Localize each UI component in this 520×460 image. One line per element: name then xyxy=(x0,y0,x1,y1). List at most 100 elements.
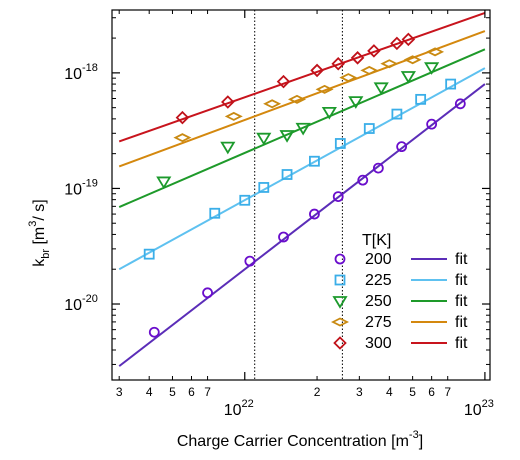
point-200-7 xyxy=(372,162,384,174)
x-major-tick-label-0: 1022 xyxy=(224,398,254,419)
y-axis-title-sup: 3 xyxy=(27,221,39,227)
legend-marker-300 xyxy=(333,336,347,350)
legend-label-250: 250 xyxy=(365,293,392,310)
x-minor-tick-label-2: 5 xyxy=(169,385,176,399)
x-minor-tick-label-10: 7 xyxy=(444,385,451,399)
legend-label-275: 275 xyxy=(365,314,392,331)
point-300-3 xyxy=(310,63,324,78)
point-275-3 xyxy=(287,94,307,104)
point-250-0 xyxy=(156,176,172,190)
point-250-4 xyxy=(295,122,311,136)
x-minor-tick-label-5: 2 xyxy=(314,385,321,399)
x-minor-tick-label-6: 3 xyxy=(356,385,363,399)
y-axis-title-sub: br xyxy=(40,249,52,259)
point-250-2 xyxy=(256,132,272,146)
x-major-tick-exp-1: 23 xyxy=(482,398,494,410)
y-axis-title-mid: [m xyxy=(31,227,48,249)
point-300-5 xyxy=(350,51,365,65)
point-275-8 xyxy=(403,55,422,65)
point-225-4 xyxy=(281,169,293,180)
y-major-tick-exp-2: -18 xyxy=(82,62,98,74)
point-300-1 xyxy=(221,95,235,109)
x-axis-title: Charge Carrier Concentration [m-3] xyxy=(177,429,423,450)
point-200-8 xyxy=(396,141,408,153)
point-200-6 xyxy=(357,174,369,186)
y-major-tick-label-0: 10 xyxy=(64,297,82,314)
fit-line-200 xyxy=(118,83,486,367)
y-major-tick-label-1: 10 xyxy=(64,181,82,198)
point-300-2 xyxy=(276,74,291,89)
legend-title: T[K] xyxy=(362,232,391,249)
fit-line-250 xyxy=(118,48,486,208)
x-axis-title-main: Charge Carrier Concentration [m xyxy=(177,433,409,450)
y-axis-title-tail: / s] xyxy=(31,199,48,220)
legend-marker-275 xyxy=(330,317,350,327)
legend-fit-label-300: fit xyxy=(455,335,468,352)
legend-label-200: 200 xyxy=(365,251,392,268)
legend-fit-label-250: fit xyxy=(455,293,468,310)
x-major-tick-label-1: 1023 xyxy=(464,398,494,419)
point-200-1 xyxy=(202,287,213,299)
point-200-2 xyxy=(244,255,256,267)
x-minor-tick-label-3: 6 xyxy=(188,385,195,399)
point-225-5 xyxy=(309,155,320,167)
legend-marker-250 xyxy=(332,296,348,309)
legend: T[K] 200 fit 225 fit 250 fit 275 fit 300 fit xyxy=(330,232,468,352)
point-275-0 xyxy=(173,133,192,143)
x-major-tick-base-1: 10 xyxy=(464,402,482,419)
x-minor-tick-label-9: 6 xyxy=(428,385,435,399)
legend-fit-label-225: fit xyxy=(455,272,468,289)
point-225-10 xyxy=(445,78,457,90)
y-major-tick-exp-1: -19 xyxy=(82,177,98,189)
fit-line-225 xyxy=(118,67,486,271)
data-points xyxy=(143,32,466,338)
point-275-5 xyxy=(339,73,358,83)
point-250-3 xyxy=(279,130,295,143)
x-axis-title-tail: ] xyxy=(419,433,423,450)
legend-marker-225 xyxy=(334,274,346,286)
point-200-3 xyxy=(278,231,289,243)
point-225-8 xyxy=(391,108,403,120)
point-200-0 xyxy=(148,326,160,338)
x-major-tick-base-0: 10 xyxy=(224,402,242,419)
x-minor-tick-label-1: 4 xyxy=(146,385,153,399)
point-300-7 xyxy=(390,36,404,51)
x-axis-title-sup: -3 xyxy=(409,429,419,441)
y-major-tick-base-1: 10 xyxy=(64,181,82,198)
point-225-9 xyxy=(415,93,427,105)
legend-marker-200 xyxy=(334,253,346,265)
point-275-1 xyxy=(224,111,243,121)
point-300-8 xyxy=(401,32,416,47)
point-275-6 xyxy=(360,65,379,75)
point-225-7 xyxy=(363,123,375,134)
y-major-tick-label-2: 10 xyxy=(64,66,82,83)
y-axis-title: kbr [m3/ s] xyxy=(27,199,52,266)
fit-lines xyxy=(118,12,486,367)
x-minor-tick-label-4: 7 xyxy=(204,385,211,399)
point-300-0 xyxy=(175,110,190,125)
legend-fit-label-275: fit xyxy=(455,314,468,331)
point-250-1 xyxy=(220,141,236,155)
point-200-9 xyxy=(426,118,438,130)
legend-label-300: 300 xyxy=(365,335,392,352)
point-300-4 xyxy=(331,56,345,71)
legend-fit-label-200: fit xyxy=(455,251,468,268)
point-250-8 xyxy=(400,71,416,84)
plot-area xyxy=(111,9,491,381)
y-major-tick-base-0: 10 xyxy=(64,297,82,314)
legend-label-225: 225 xyxy=(365,272,392,289)
point-200-5 xyxy=(332,191,344,202)
point-250-7 xyxy=(373,82,389,96)
point-300-6 xyxy=(367,44,381,58)
point-225-1 xyxy=(209,207,221,219)
x-minor-tick-label-7: 4 xyxy=(386,385,393,399)
x-minor-tick-label-8: 5 xyxy=(409,385,416,399)
point-200-4 xyxy=(309,208,320,220)
point-250-9 xyxy=(424,62,440,75)
y-axis-title-main: k xyxy=(31,258,48,267)
point-250-6 xyxy=(348,96,364,109)
